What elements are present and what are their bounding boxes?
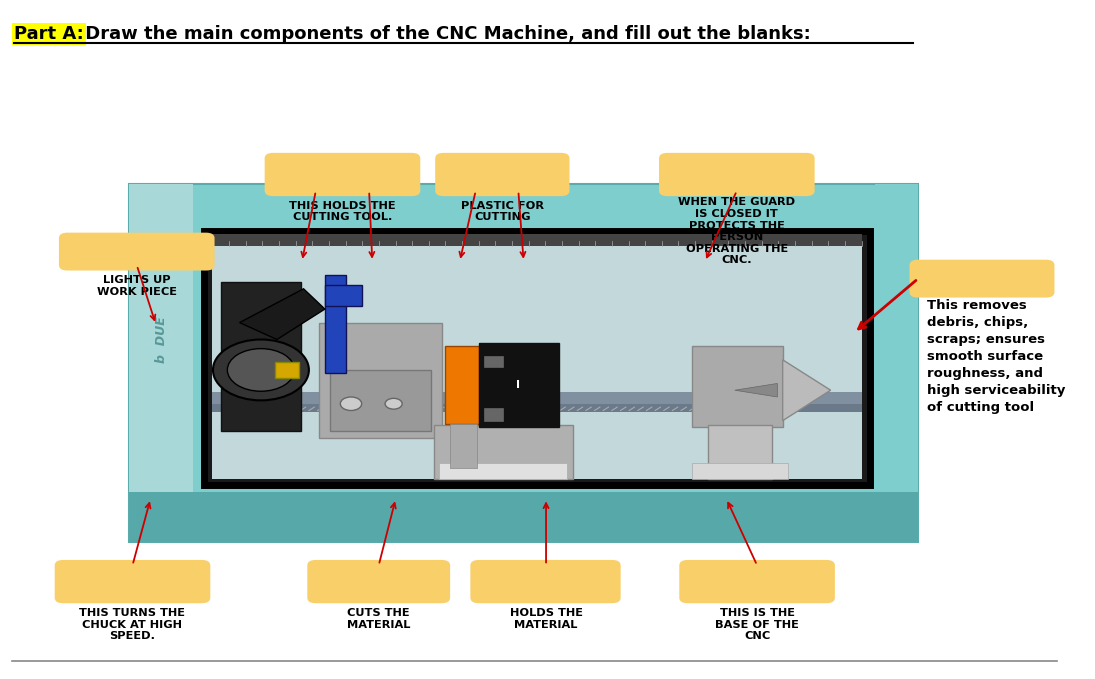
Bar [212,404,862,412]
Bar [450,424,476,468]
Circle shape [228,348,295,391]
Bar [204,232,871,485]
FancyBboxPatch shape [659,153,815,196]
FancyBboxPatch shape [59,233,215,270]
Bar [445,346,479,424]
Text: Draw the main components of the CNC Machine, and fill out the blanks:: Draw the main components of the CNC Mach… [79,25,811,43]
Circle shape [212,340,309,401]
Bar [692,462,788,479]
Bar [129,492,918,543]
Bar [434,425,573,479]
Text: WHEN THE GUARD
IS CLOSED IT
PROTECTS THE
PERSON
OPERATING THE
CNC.: WHEN THE GUARD IS CLOSED IT PROTECTS THE… [678,198,795,265]
FancyBboxPatch shape [265,153,420,196]
Bar [212,237,862,479]
FancyBboxPatch shape [308,560,450,603]
Bar [484,409,504,421]
Text: CUTS THE
MATERIAL: CUTS THE MATERIAL [347,608,411,629]
FancyBboxPatch shape [910,259,1054,297]
Text: I: I [517,380,520,390]
Text: THIS IS THE
BASE OF THE
CNC: THIS IS THE BASE OF THE CNC [715,608,799,641]
Bar [439,462,567,479]
Circle shape [341,397,361,411]
Bar [708,425,772,479]
Bar [330,370,431,430]
Polygon shape [735,384,777,397]
Bar [484,356,504,367]
Text: THIS HOLDS THE
CUTTING TOOL.: THIS HOLDS THE CUTTING TOOL. [289,201,395,223]
Bar [221,282,301,430]
FancyBboxPatch shape [679,560,834,603]
Bar [129,184,193,492]
Bar [212,234,862,246]
Text: This removes
debris, chips,
scraps; ensures
smooth surface
roughness, and
high s: This removes debris, chips, scraps; ensu… [926,299,1065,414]
FancyBboxPatch shape [55,560,210,603]
Text: Part A:: Part A: [14,25,84,43]
Bar [325,275,346,373]
Bar [319,323,441,437]
Text: THIS TURNS THE
CHUCK AT HIGH
SPEED.: THIS TURNS THE CHUCK AT HIGH SPEED. [80,608,185,641]
Bar [325,285,362,306]
Polygon shape [240,289,325,340]
Bar [692,346,783,427]
FancyBboxPatch shape [435,153,569,196]
Bar [129,184,918,543]
Text: HOLDS THE
MATERIAL: HOLDS THE MATERIAL [509,608,583,629]
Text: b  DUE: b DUE [154,316,168,363]
Text: PLASTIC FOR
CUTTING: PLASTIC FOR CUTTING [461,201,544,223]
Bar [212,392,862,404]
FancyBboxPatch shape [471,560,621,603]
Polygon shape [783,360,831,421]
Polygon shape [275,363,299,378]
Bar [875,184,918,492]
Text: LIGHTS UP
WORK PIECE: LIGHTS UP WORK PIECE [96,275,176,297]
Bar [479,343,558,427]
Circle shape [385,399,402,409]
